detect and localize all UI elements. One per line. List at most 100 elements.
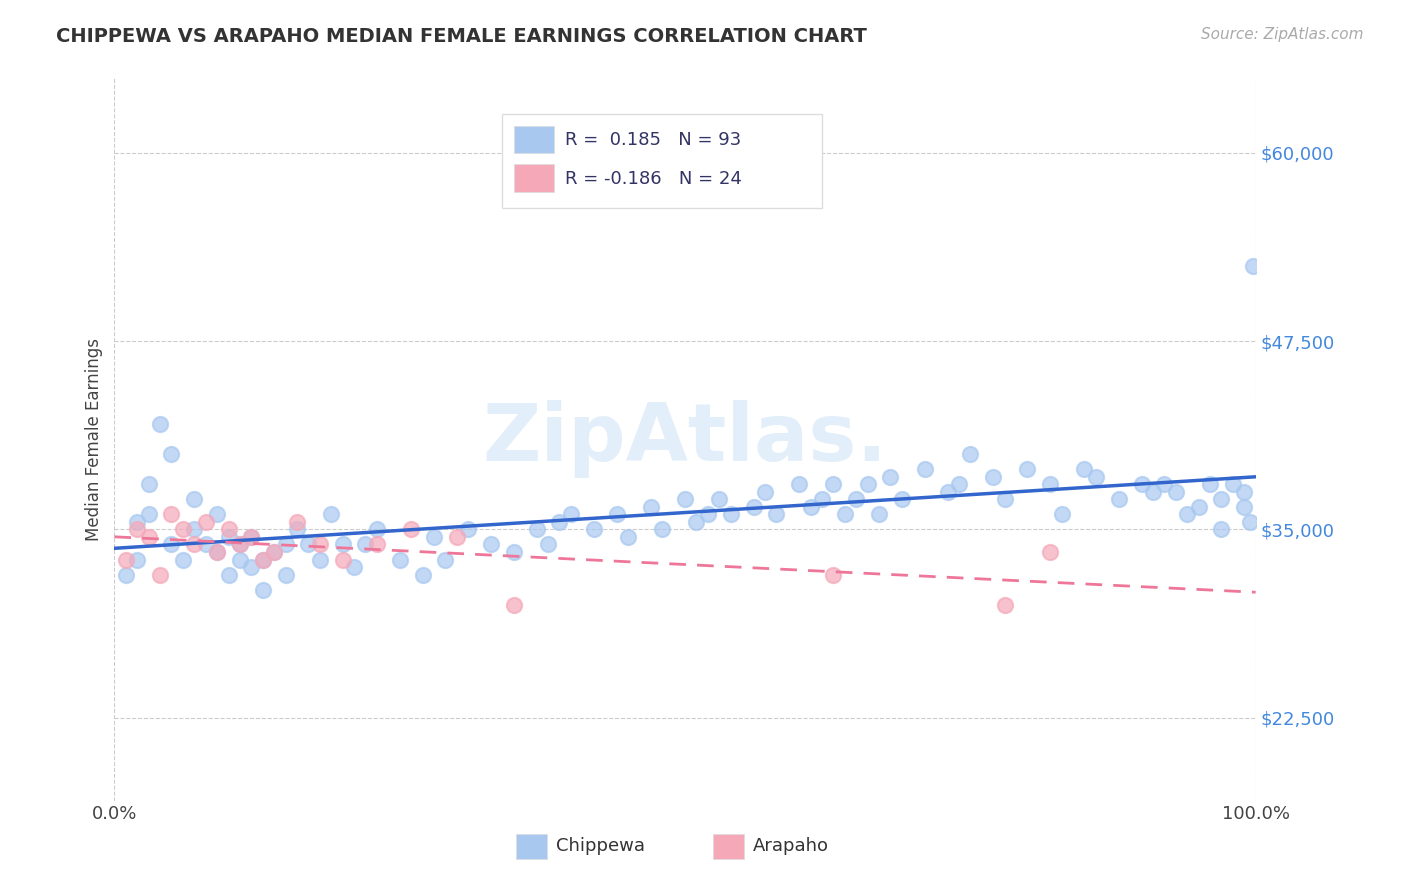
Point bbox=[183, 492, 205, 507]
Point bbox=[149, 417, 172, 431]
Point bbox=[834, 508, 856, 522]
Point bbox=[446, 530, 468, 544]
Point bbox=[274, 567, 297, 582]
Point bbox=[457, 523, 479, 537]
Point bbox=[412, 567, 434, 582]
Point bbox=[1222, 477, 1244, 491]
Point bbox=[183, 523, 205, 537]
Point bbox=[651, 523, 673, 537]
Point bbox=[993, 598, 1015, 612]
Point bbox=[1130, 477, 1153, 491]
Point bbox=[172, 552, 194, 566]
Point bbox=[787, 477, 810, 491]
Point bbox=[332, 537, 354, 551]
Point bbox=[823, 567, 845, 582]
Point bbox=[640, 500, 662, 514]
Point bbox=[229, 537, 252, 551]
Point bbox=[1187, 500, 1209, 514]
Point bbox=[1199, 477, 1222, 491]
Point bbox=[321, 508, 343, 522]
Point bbox=[1039, 477, 1062, 491]
Point bbox=[138, 477, 160, 491]
Point bbox=[194, 515, 217, 529]
Point bbox=[981, 469, 1004, 483]
Point bbox=[1233, 484, 1256, 499]
Point bbox=[114, 552, 136, 566]
Point bbox=[252, 552, 274, 566]
Point bbox=[332, 552, 354, 566]
Point bbox=[811, 492, 834, 507]
Point bbox=[160, 447, 183, 461]
Point bbox=[218, 530, 240, 544]
Point bbox=[285, 515, 308, 529]
Point bbox=[1108, 492, 1130, 507]
Point bbox=[172, 523, 194, 537]
Point bbox=[285, 523, 308, 537]
Point bbox=[240, 560, 263, 574]
Point bbox=[617, 530, 640, 544]
Point bbox=[366, 537, 388, 551]
Point bbox=[160, 508, 183, 522]
FancyBboxPatch shape bbox=[513, 164, 554, 192]
Point bbox=[936, 484, 959, 499]
Point bbox=[502, 598, 524, 612]
Point bbox=[1211, 492, 1233, 507]
Point bbox=[434, 552, 457, 566]
Point bbox=[229, 552, 252, 566]
Point bbox=[754, 484, 776, 499]
Point bbox=[1233, 500, 1256, 514]
Point bbox=[582, 523, 605, 537]
Point bbox=[114, 567, 136, 582]
Point bbox=[948, 477, 970, 491]
Point bbox=[914, 462, 936, 476]
FancyBboxPatch shape bbox=[502, 113, 823, 208]
Point bbox=[696, 508, 718, 522]
Point bbox=[1017, 462, 1039, 476]
Point bbox=[890, 492, 912, 507]
Point bbox=[1164, 484, 1187, 499]
Point bbox=[138, 530, 160, 544]
Point bbox=[765, 508, 787, 522]
Point bbox=[1175, 508, 1198, 522]
Point bbox=[399, 523, 422, 537]
Point bbox=[205, 545, 228, 559]
Point bbox=[218, 567, 240, 582]
Point bbox=[1241, 259, 1264, 273]
Point bbox=[149, 567, 172, 582]
Point bbox=[274, 537, 297, 551]
Point bbox=[1084, 469, 1107, 483]
Point bbox=[240, 530, 263, 544]
Point bbox=[685, 515, 707, 529]
Point bbox=[388, 552, 411, 566]
Point bbox=[297, 537, 319, 551]
Point bbox=[240, 530, 263, 544]
Text: Source: ZipAtlas.com: Source: ZipAtlas.com bbox=[1201, 27, 1364, 42]
Point bbox=[560, 508, 582, 522]
Point bbox=[308, 537, 330, 551]
Point bbox=[160, 537, 183, 551]
Point bbox=[993, 492, 1015, 507]
Point bbox=[205, 545, 228, 559]
Point bbox=[127, 523, 149, 537]
Point bbox=[183, 537, 205, 551]
Point bbox=[673, 492, 696, 507]
Point bbox=[479, 537, 502, 551]
Point bbox=[823, 477, 845, 491]
Text: R =  0.185   N = 93: R = 0.185 N = 93 bbox=[565, 130, 741, 149]
Point bbox=[194, 537, 217, 551]
Point bbox=[263, 545, 285, 559]
Point bbox=[537, 537, 560, 551]
Point bbox=[709, 492, 731, 507]
Point bbox=[959, 447, 981, 461]
Point bbox=[263, 545, 285, 559]
Text: R = -0.186   N = 24: R = -0.186 N = 24 bbox=[565, 169, 742, 187]
Point bbox=[252, 582, 274, 597]
Point bbox=[1050, 508, 1073, 522]
Point bbox=[606, 508, 628, 522]
Point bbox=[343, 560, 366, 574]
Text: ZipAtlas.: ZipAtlas. bbox=[482, 400, 887, 478]
Point bbox=[354, 537, 377, 551]
Point bbox=[548, 515, 571, 529]
Point bbox=[526, 523, 548, 537]
Point bbox=[879, 469, 901, 483]
